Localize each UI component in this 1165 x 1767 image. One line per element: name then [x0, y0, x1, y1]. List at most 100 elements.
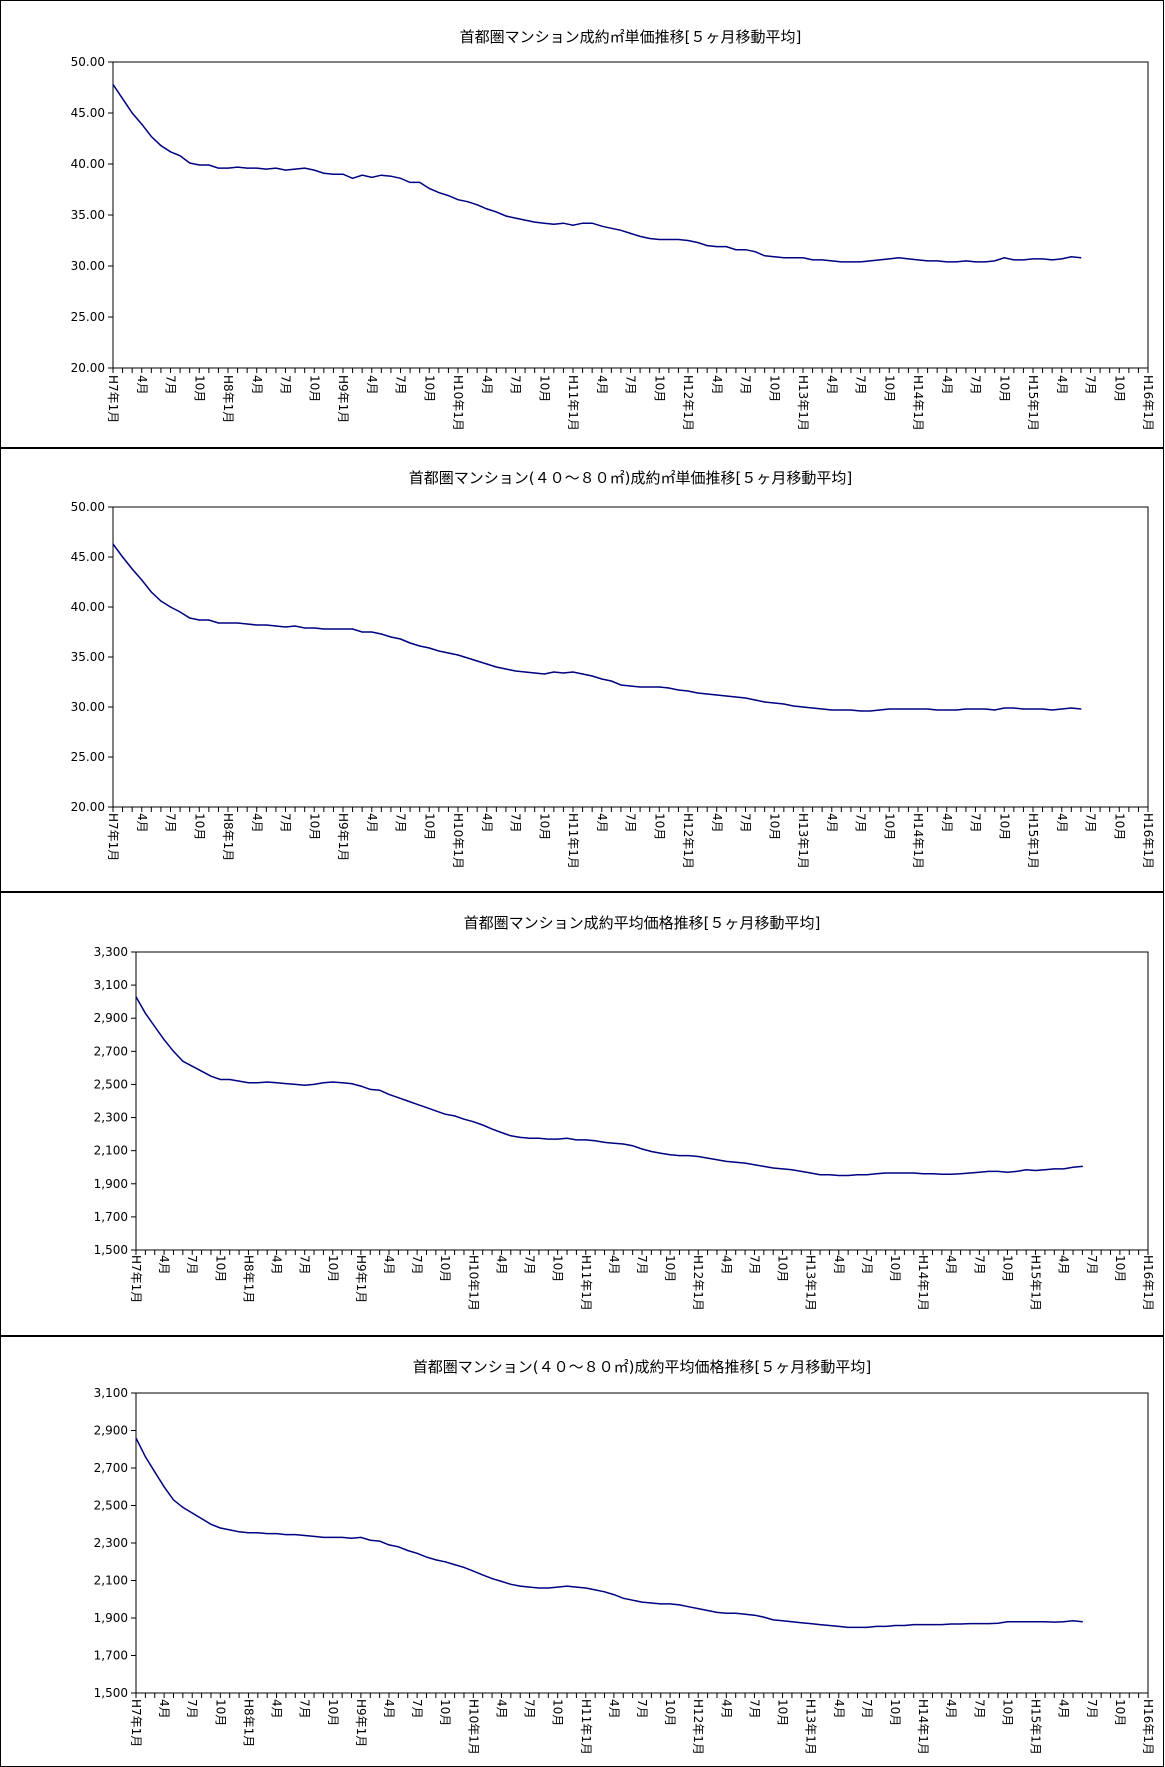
y-tick-label: 2,500 [94, 1077, 128, 1091]
x-tick-label: 4月 [270, 1699, 284, 1719]
data-point [725, 695, 727, 697]
data-point [1025, 1169, 1027, 1171]
data-point [725, 246, 727, 248]
data-point [304, 167, 306, 169]
data-point [219, 1527, 221, 1529]
data-point [810, 1172, 812, 1174]
data-point [472, 1121, 474, 1123]
x-tick-label: 7月 [523, 1255, 537, 1275]
data-point [1080, 708, 1082, 710]
data-point [407, 1100, 409, 1102]
x-tick-label: 10月 [663, 1255, 677, 1282]
x-tick-label: 4月 [1055, 375, 1069, 395]
x-tick-label: 4月 [832, 1255, 846, 1275]
data-point [1032, 258, 1034, 260]
x-tick-label: 7月 [860, 1699, 874, 1719]
x-tick-label: H9年1月 [336, 375, 350, 423]
x-tick-label: 10月 [997, 813, 1011, 840]
data-point [885, 1625, 887, 1628]
data-point [650, 1150, 652, 1153]
chart-panel-1: 首都圏マンション成約㎡単価推移[５ヶ月移動平均] 20.00 25.00 30.00 3… [0, 0, 1164, 448]
data-point [1003, 707, 1005, 709]
data-point [888, 258, 890, 260]
data-point [1016, 1170, 1018, 1172]
data-point [1081, 1621, 1084, 1623]
data-point [154, 1471, 156, 1473]
data-point [210, 1523, 212, 1525]
data-point [342, 173, 344, 175]
data-point [265, 168, 267, 170]
data-point [163, 1486, 165, 1488]
x-tick-label: H16年1月 [1141, 813, 1155, 869]
data-point [438, 191, 440, 194]
data-point [182, 1506, 184, 1508]
data-point [792, 705, 795, 707]
x-tick-label: 7月 [298, 1699, 312, 1719]
data-point [495, 666, 497, 668]
data-point [425, 1556, 428, 1558]
data-point [390, 636, 392, 638]
data-point [500, 1580, 503, 1583]
data-point [959, 1623, 962, 1625]
x-tick-label: 7月 [1084, 375, 1098, 395]
chart-panel-2: 首都圏マンション(４０～８０㎡)成約㎡単価推移[５ヶ月移動平均] 20.00 25.… [0, 448, 1164, 892]
x-tick-label: H15年1月 [1029, 1255, 1043, 1311]
data-point [941, 1173, 943, 1175]
data-point [179, 611, 181, 613]
x-tick-label: 4月 [607, 1255, 621, 1275]
data-point [379, 1540, 381, 1542]
x-tick-label: H8年1月 [221, 813, 235, 861]
data-point [810, 1623, 812, 1625]
data-point [678, 1155, 681, 1157]
data-point [524, 671, 526, 673]
data-point [716, 694, 718, 696]
y-tick-label: 1,700 [94, 1210, 128, 1224]
data-point [620, 229, 622, 231]
data-point [1063, 1168, 1065, 1170]
x-tick-label: 7月 [854, 375, 868, 395]
x-tick-label: 4月 [595, 813, 609, 833]
data-point [388, 1544, 390, 1546]
data-point [585, 1139, 587, 1141]
x-tick-label: H9年1月 [336, 813, 350, 861]
x-tick-label: H11年1月 [566, 375, 580, 431]
series-line [135, 996, 1083, 1177]
x-tick-label: H11年1月 [566, 813, 580, 869]
x-tick-label: 7月 [279, 813, 293, 833]
y-tick-label: 2,300 [94, 1536, 128, 1550]
data-point [856, 1626, 859, 1628]
x-tick-label: H14年1月 [911, 813, 925, 869]
data-point [313, 627, 315, 629]
data-point [371, 176, 373, 178]
data-point [562, 672, 565, 674]
data-point [557, 1586, 559, 1588]
x-tick-label: 4月 [1055, 813, 1069, 833]
data-point [351, 177, 354, 179]
x-tick-label: 4月 [480, 813, 494, 833]
data-point [238, 1080, 240, 1082]
data-point [903, 1624, 905, 1627]
data-point [632, 1145, 634, 1147]
x-tick-label: H9年1月 [354, 1699, 368, 1747]
x-tick-label: 10月 [888, 1255, 902, 1282]
x-tick-label: H11年1月 [579, 1255, 593, 1311]
data-point [965, 708, 967, 710]
data-point [369, 1088, 371, 1091]
data-point [613, 1142, 615, 1144]
data-point [313, 1083, 315, 1086]
x-tick-label: 10月 [888, 1699, 902, 1726]
x-tick-label: 7月 [969, 813, 983, 833]
data-point [639, 235, 641, 238]
data-point [903, 1172, 905, 1174]
x-tick-label: H12年1月 [691, 1699, 705, 1755]
y-tick-label: 2,500 [94, 1499, 128, 1513]
data-point [1061, 258, 1063, 260]
data-point [931, 1623, 934, 1626]
x-tick-label: H7年1月 [106, 813, 120, 861]
data-point [875, 1625, 877, 1628]
data-point [688, 1606, 690, 1608]
data-point [304, 627, 306, 629]
data-point [697, 1608, 699, 1610]
x-tick-label: H7年1月 [129, 1699, 143, 1747]
y-tick-label: 50.00 [71, 500, 105, 514]
